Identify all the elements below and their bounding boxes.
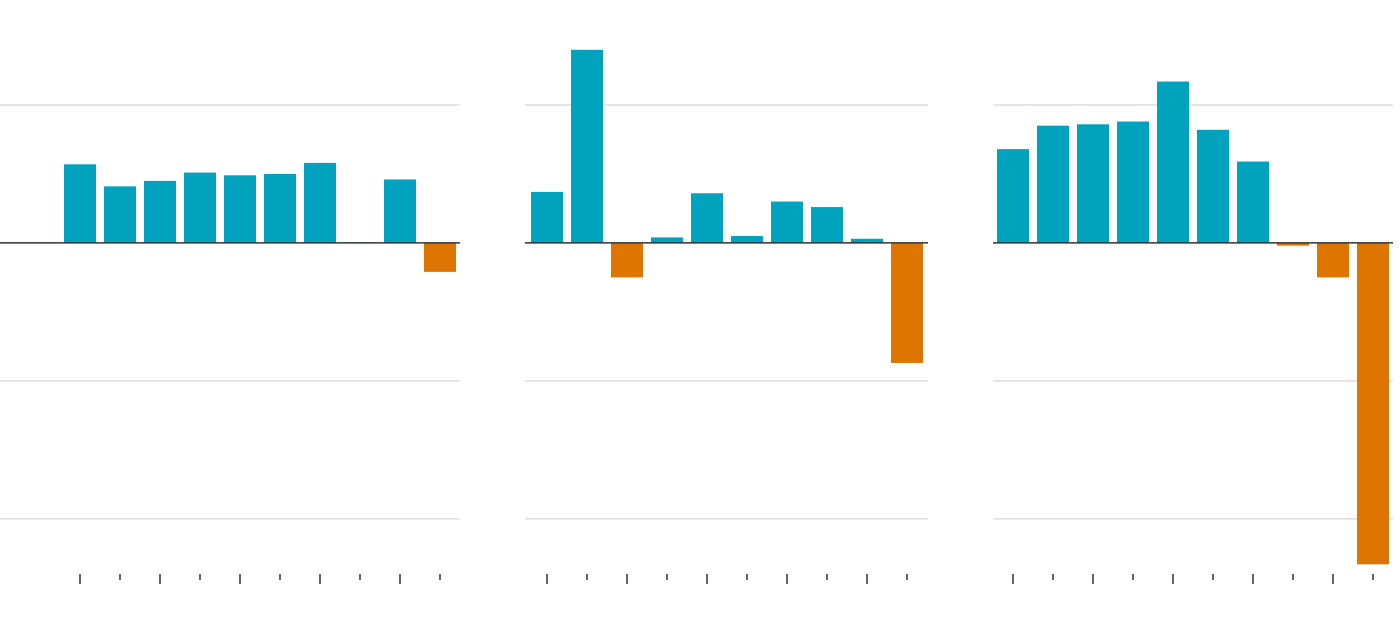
- bar: [811, 207, 843, 243]
- bar: [64, 164, 96, 243]
- bar: [144, 180, 176, 243]
- bar: [1117, 121, 1149, 243]
- bar: [891, 242, 923, 363]
- bar: [424, 242, 456, 272]
- bar: [571, 49, 603, 243]
- bar: [1237, 161, 1269, 243]
- bar: [104, 186, 136, 243]
- bar: [1277, 242, 1309, 246]
- bar: [184, 172, 216, 243]
- bar: [264, 173, 296, 243]
- bar: [691, 193, 723, 243]
- bar: [1157, 81, 1189, 243]
- bar: [224, 175, 256, 243]
- bar: [651, 237, 683, 243]
- bar: [611, 242, 643, 278]
- bar: [304, 162, 336, 243]
- bar: [1317, 242, 1349, 278]
- bar: [731, 236, 763, 243]
- bar: [1037, 125, 1069, 243]
- bar: [1077, 124, 1109, 243]
- bar: [1197, 129, 1229, 243]
- bar: [531, 191, 563, 243]
- bar: [997, 149, 1029, 243]
- bar: [1357, 242, 1389, 565]
- bar: [384, 179, 416, 243]
- bar: [771, 201, 803, 243]
- bar: [851, 238, 883, 243]
